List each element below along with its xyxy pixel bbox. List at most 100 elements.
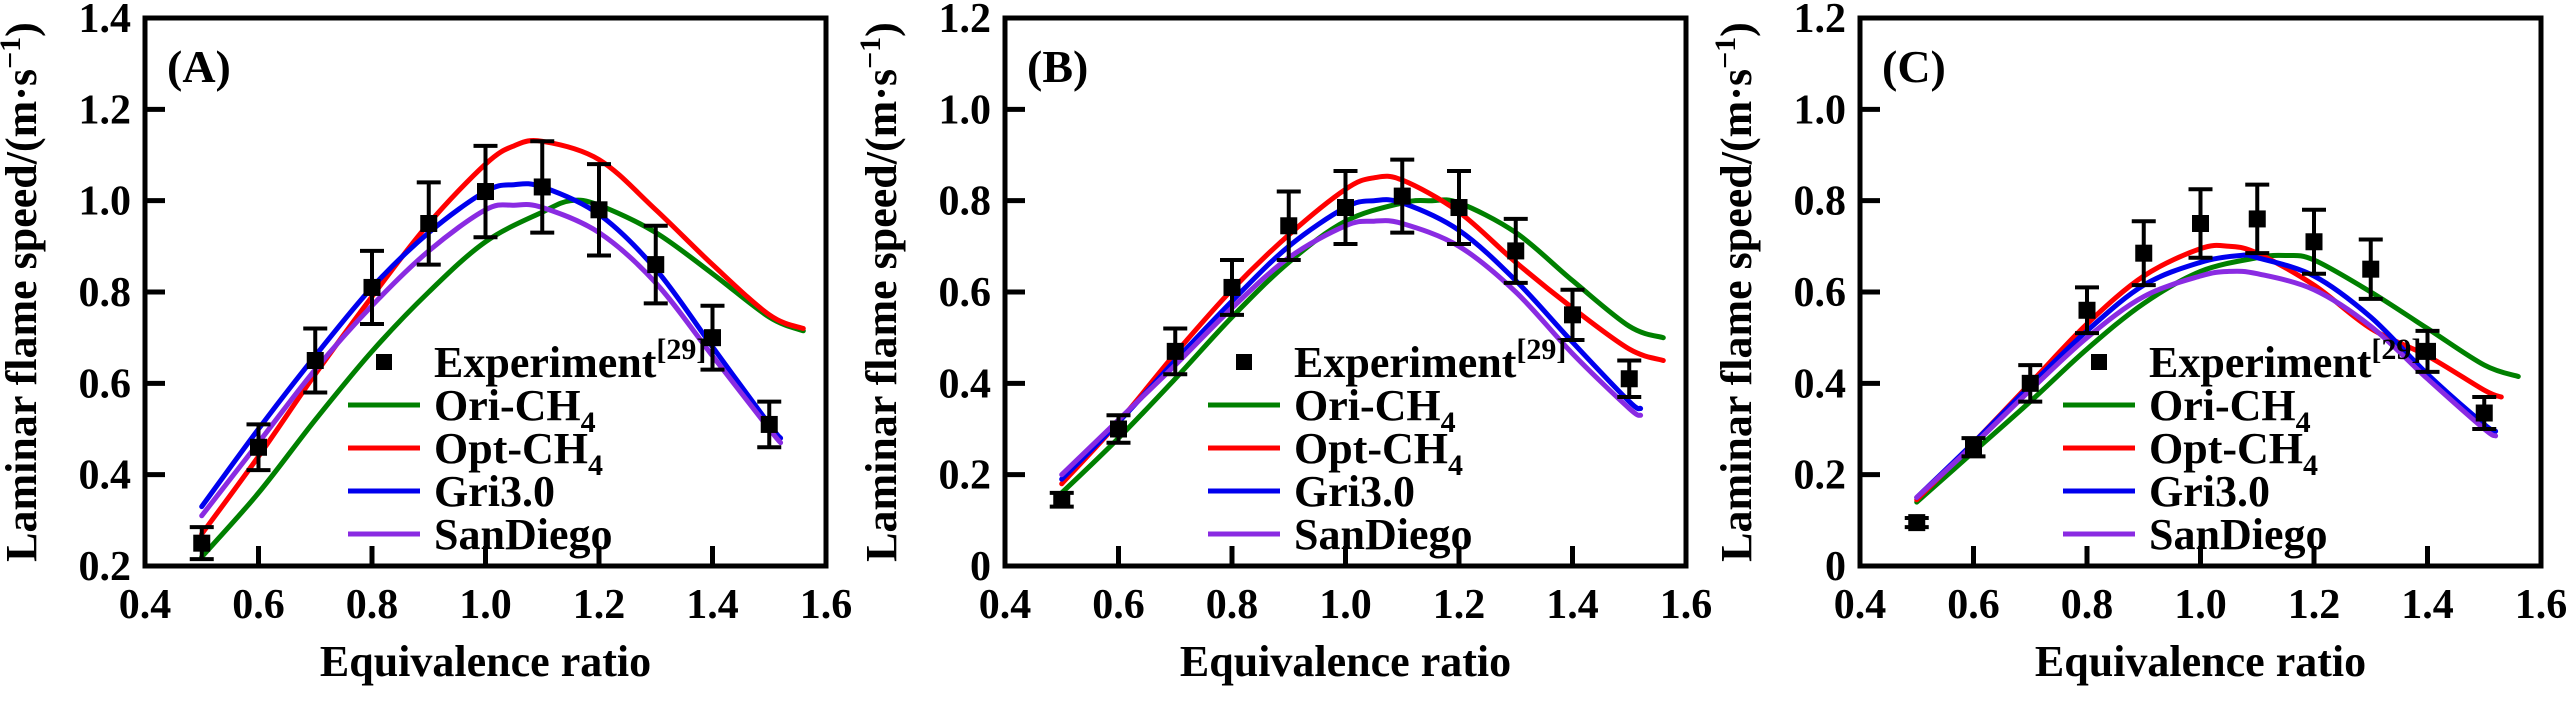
x-tick-label: 1.0 [459, 582, 512, 628]
y-tick-label: 0.6 [939, 270, 992, 316]
y-tick-label: 0.6 [79, 361, 132, 407]
y-tick-label: 1.2 [79, 87, 132, 133]
legend-label: Opt-CH4 [434, 424, 603, 482]
y-tick-label: 0 [970, 544, 991, 590]
experiment-square-marker [1620, 370, 1638, 388]
x-tick-label: 1.6 [2515, 582, 2567, 628]
x-tick-label: 0.4 [1834, 582, 1887, 628]
panel-C: 0.4 0.6 0.8 1.0 1.2 1.4 1.6 0 0.2 0.4 0.6 0.8 1.0 1.2… [1715, 0, 2567, 704]
experiment-points [1049, 157, 1642, 509]
experiment-square-marker [2305, 233, 2323, 251]
experiment-square-marker [477, 183, 494, 201]
x-tick-label: 1.2 [2288, 582, 2341, 628]
y-tick-label: 0.8 [79, 270, 132, 316]
x-tick-label: 0.6 [232, 582, 285, 628]
experiment-square-marker [2419, 342, 2436, 360]
experiment-square-marker [1965, 438, 1982, 456]
y-tick-label: 0.6 [1794, 270, 1847, 316]
experiment-square-marker [590, 201, 608, 219]
experiment-square-marker [533, 178, 551, 196]
panel-B-chart: 0.4 0.6 0.8 1.0 1.2 1.4 1.6 0 0.2 0.4 0.6 0.8 1.0 1.2… [860, 0, 1712, 686]
x-tick-label: 1.0 [2174, 582, 2227, 628]
legend: Experiment[29]Ori-CH4Opt-CH4Gri3.0SanDie… [2063, 333, 2421, 559]
x-tick-label: 0.8 [2061, 582, 2114, 628]
experiment-square-marker [1393, 187, 1411, 205]
series-ori [199, 197, 806, 560]
legend-label: SanDiego [2149, 510, 2327, 559]
x-tick-label: 0.6 [1947, 582, 2000, 628]
experiment-square-marker [1908, 514, 1926, 532]
x-tick-label: 0.8 [346, 582, 399, 628]
x-axis-title: Equivalence ratio [320, 637, 651, 686]
experiment-square-marker [1166, 342, 1184, 360]
experiment-points [189, 139, 782, 562]
x-tick-label: 0.6 [1092, 582, 1145, 628]
experiment-square-marker [2192, 215, 2209, 232]
y-tick-label: 0.8 [1794, 179, 1847, 225]
y-axis: 0 0.2 0.4 0.6 0.8 1.0 1.2 [939, 0, 1025, 590]
experiment-square-marker [1223, 278, 1241, 296]
legend-label: Ori-CH4 [2149, 381, 2311, 439]
y-tick-label: 1.2 [939, 0, 992, 42]
panel-label: (A) [167, 41, 231, 92]
panel-label: (B) [1027, 41, 1088, 92]
x-tick-label: 1.4 [2401, 582, 2454, 628]
x-tick-label: 0.4 [979, 582, 1032, 628]
x-axis-title: Equivalence ratio [1180, 637, 1511, 686]
y-tick-label: 0.4 [1794, 361, 1847, 407]
experiment-square-marker [2475, 404, 2493, 422]
legend: Experiment[29]Ori-CH4Opt-CH4Gri3.0SanDie… [1208, 333, 1566, 559]
y-tick-label: 0 [1825, 544, 1846, 590]
legend-label: Opt-CH4 [1294, 424, 1463, 482]
y-tick-label: 0.8 [939, 179, 992, 225]
x-tick-label: 1.2 [573, 582, 626, 628]
y-tick-label: 0.2 [79, 544, 132, 590]
legend-label: Opt-CH4 [2149, 424, 2318, 482]
legend-label: Experiment[29] [2149, 333, 2421, 387]
legend-label: Experiment[29] [434, 333, 706, 387]
experiment-points [1904, 182, 2497, 532]
x-axis: 0.4 0.6 0.8 1.0 1.2 1.4 1.6 [119, 546, 852, 628]
y-tick-label: 1.4 [79, 0, 132, 42]
experiment-square-marker [1053, 491, 1071, 509]
experiment-square-marker [2248, 210, 2266, 228]
experiment-square-marker [250, 438, 267, 456]
x-tick-label: 0.4 [119, 582, 172, 628]
legend-label: SanDiego [434, 510, 612, 559]
experiment-square-marker [420, 215, 438, 232]
experiment-square-marker [306, 352, 324, 369]
x-tick-label: 1.2 [1433, 582, 1486, 628]
legend-square-marker [2091, 354, 2107, 370]
x-tick-label: 0.8 [1206, 582, 1259, 628]
experiment-square-marker [2362, 260, 2380, 278]
experiment-square-marker [760, 415, 778, 433]
experiment-square-marker [363, 278, 381, 296]
y-tick-label: 0.2 [1794, 453, 1847, 499]
legend-label: Gri3.0 [434, 467, 555, 516]
legend-label: Experiment[29] [1294, 333, 1566, 387]
experiment-square-marker [647, 256, 665, 274]
x-axis: 0.4 0.6 0.8 1.0 1.2 1.4 1.6 [1834, 546, 2567, 628]
experiment-square-marker [1450, 199, 1468, 217]
y-tick-label: 1.0 [939, 87, 992, 133]
experiment-square-marker [1337, 199, 1354, 217]
panel-A: 0.4 0.6 0.8 1.0 1.2 1.4 1.6 0.2 0.4 0.6 0.8 1.0 1.2 1… [0, 0, 860, 704]
legend-label: Ori-CH4 [434, 381, 596, 439]
experiment-square-marker [1110, 420, 1127, 438]
experiment-square-marker [1564, 306, 1581, 324]
series-opt [199, 138, 806, 537]
y-tick-label: 1.0 [1794, 87, 1847, 133]
legend: Experiment[29]Ori-CH4Opt-CH4Gri3.0SanDie… [348, 333, 706, 559]
legend-square-marker [1236, 354, 1252, 370]
experiment-square-marker [2135, 244, 2153, 262]
x-axis: 0.4 0.6 0.8 1.0 1.2 1.4 1.6 [979, 546, 1712, 628]
x-tick-label: 1.0 [1319, 582, 1372, 628]
y-tick-label: 1.2 [1794, 0, 1847, 42]
y-axis: 0.2 0.4 0.6 0.8 1.0 1.2 1.4 [79, 0, 165, 590]
experiment-square-marker [704, 329, 721, 347]
legend-label: Gri3.0 [1294, 467, 1415, 516]
y-axis-title: Laminar flame speed/(m·s−1) [860, 22, 906, 562]
legend-label: Gri3.0 [2149, 467, 2270, 516]
y-tick-label: 0.4 [939, 361, 992, 407]
